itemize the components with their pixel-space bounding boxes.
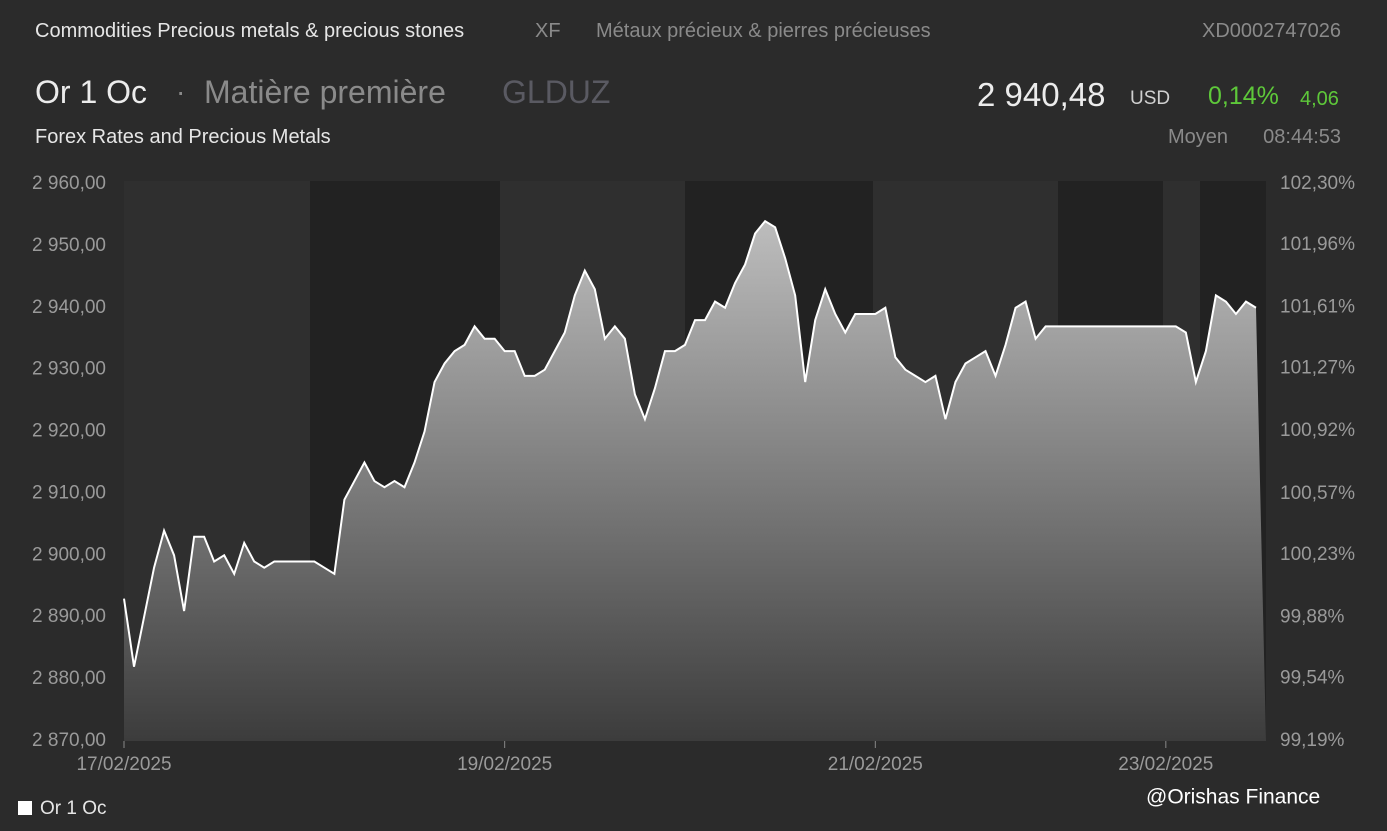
price: 2 940,48 — [977, 76, 1106, 113]
category-fr: Métaux précieux & pierres précieuses — [596, 20, 931, 42]
y2-tick-label: 99,88% — [1280, 606, 1345, 627]
change: 4,06 — [1300, 88, 1339, 110]
y2-tick-label: 100,23% — [1280, 544, 1355, 565]
x-tick-label: 19/02/2025 — [457, 754, 552, 775]
quote-type: Moyen — [1168, 126, 1229, 148]
ticker: GLDUZ — [502, 74, 611, 110]
y-tick-label: 2 940,00 — [32, 297, 106, 318]
y-tick-label: 2 950,00 — [32, 235, 106, 256]
currency: USD — [1130, 88, 1171, 109]
y-tick-label: 2 920,00 — [32, 421, 106, 442]
isin: XD0002747026 — [1201, 20, 1341, 42]
x-tick-label: 17/02/2025 — [76, 754, 171, 775]
y-tick-label: 2 880,00 — [32, 668, 106, 689]
y-tick-label: 2 960,00 — [32, 173, 106, 194]
y-tick-label: 2 900,00 — [32, 544, 106, 565]
y2-tick-label: 101,96% — [1280, 234, 1355, 255]
separator: · — [176, 76, 186, 107]
exchange: XF — [535, 20, 561, 42]
y-tick-label: 2 910,00 — [32, 482, 106, 503]
legend-swatch — [18, 801, 32, 815]
kind: Matière première — [204, 74, 446, 110]
y2-tick-label: 100,57% — [1280, 483, 1355, 504]
y2-tick-label: 100,92% — [1280, 420, 1355, 441]
x-tick-label: 23/02/2025 — [1118, 754, 1213, 775]
y2-tick-label: 99,19% — [1280, 730, 1345, 751]
area — [124, 221, 1266, 742]
category: Commodities Precious metals & precious s… — [35, 20, 465, 42]
y2-tick-label: 101,27% — [1280, 357, 1355, 378]
legend-label: Or 1 Oc — [40, 798, 107, 819]
watermark: @Orishas Finance — [1146, 786, 1320, 809]
y2-tick-label: 101,61% — [1280, 297, 1355, 318]
y-tick-label: 2 890,00 — [32, 606, 106, 627]
time: 08:44:53 — [1263, 126, 1341, 148]
x-tick-label: 21/02/2025 — [828, 754, 923, 775]
y2-tick-label: 102,30% — [1280, 173, 1355, 194]
source: Forex Rates and Precious Metals — [35, 126, 331, 148]
instrument-name: Or 1 Oc — [35, 74, 148, 110]
line — [123, 219, 1257, 667]
y-tick-label: 2 870,00 — [32, 730, 106, 751]
y-tick-label: 2 930,00 — [32, 359, 106, 380]
y2-tick-label: 99,54% — [1280, 667, 1345, 688]
change-pct: 0,14% — [1208, 82, 1279, 110]
